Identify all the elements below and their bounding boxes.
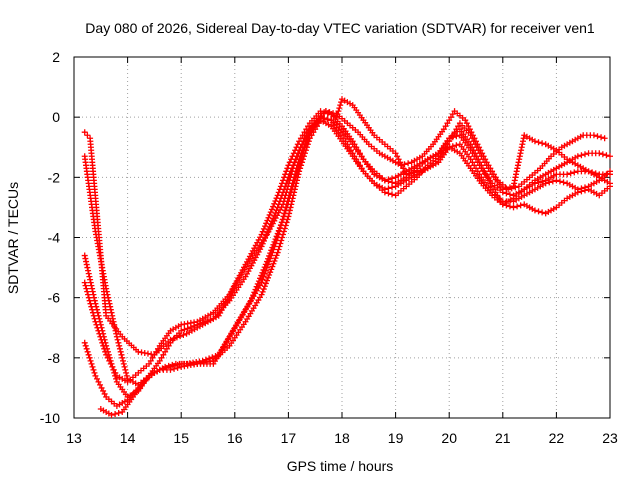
x-tick-label: 14 bbox=[120, 430, 136, 446]
y-tick-label: -8 bbox=[48, 350, 61, 366]
y-tick-label: 2 bbox=[52, 49, 60, 65]
x-tick-label: 15 bbox=[173, 430, 189, 446]
x-tick-label: 23 bbox=[602, 430, 618, 446]
x-tick-label: 22 bbox=[549, 430, 565, 446]
y-tick-label: -4 bbox=[48, 230, 61, 246]
series-track-6 bbox=[81, 96, 613, 358]
y-tick-label: 0 bbox=[52, 109, 60, 125]
y-axis-ticks: 2 0 -2 -4 -6 -8 -10 bbox=[40, 49, 610, 426]
data-series bbox=[81, 96, 613, 418]
y-tick-label: -6 bbox=[48, 290, 61, 306]
x-tick-label: 18 bbox=[334, 430, 350, 446]
y-axis-label: SDTVAR / TECUs bbox=[5, 182, 21, 294]
x-tick-label: 20 bbox=[441, 430, 457, 446]
y-tick-label: -10 bbox=[40, 410, 60, 426]
chart-title: Day 080 of 2026, Sidereal Day-to-day VTE… bbox=[85, 20, 595, 36]
x-tick-label: 21 bbox=[495, 430, 511, 446]
x-tick-label: 19 bbox=[388, 430, 404, 446]
x-tick-label: 16 bbox=[227, 430, 243, 446]
x-tick-label: 17 bbox=[281, 430, 297, 446]
y-tick-label: -2 bbox=[48, 169, 61, 185]
x-axis-ticks: 13 14 15 16 17 18 19 20 21 22 23 bbox=[66, 57, 618, 446]
x-axis-label: GPS time / hours bbox=[287, 458, 394, 474]
x-tick-label: 13 bbox=[66, 430, 82, 446]
